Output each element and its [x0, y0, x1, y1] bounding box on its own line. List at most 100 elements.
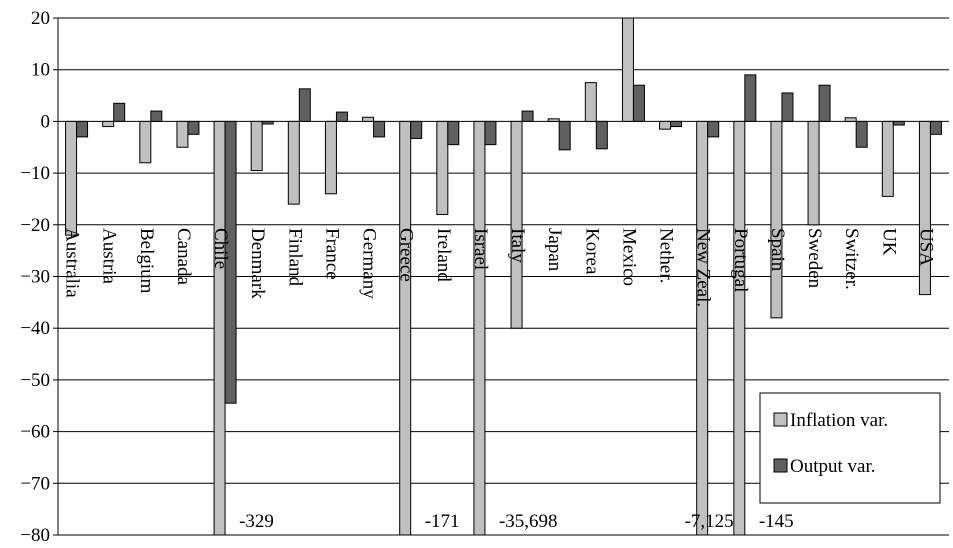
inflation-bar-23 [918, 120, 931, 296]
category-label: Finland [284, 228, 305, 287]
category-label: Mexico [618, 228, 639, 286]
inflation-bar-7 [324, 120, 337, 195]
legend-label-output: Output var. [790, 456, 876, 477]
inflation-bar-1 [102, 120, 115, 128]
inflation-bar-11 [473, 120, 486, 536]
bars [65, 17, 942, 536]
overflow-value-label: -171 [425, 511, 460, 532]
output-bar-23 [929, 120, 942, 135]
inflation-bar-10 [436, 120, 449, 215]
overflow-value-label: -145 [759, 511, 794, 532]
y-tick-label: −80 [20, 525, 50, 543]
legend-swatch-output [773, 458, 788, 473]
inflation-bar-15 [621, 17, 634, 122]
output-bar-18 [744, 74, 757, 122]
output-bar-13 [558, 120, 571, 151]
output-bar-20 [818, 84, 831, 122]
inflation-bar-0 [65, 120, 78, 236]
legend-label-inflation: Inflation var. [790, 410, 888, 431]
category-label: Israel [470, 228, 491, 270]
output-bar-17 [707, 120, 720, 138]
y-tick-label: −50 [20, 370, 50, 391]
y-tick-label: 0 [41, 111, 51, 132]
output-bar-15 [632, 84, 645, 122]
category-label: Belgium [136, 228, 157, 294]
y-tick-label: −10 [20, 163, 50, 184]
output-bar-19 [781, 92, 794, 122]
category-label: Portugal [730, 228, 751, 292]
category-label: New Zeal. [693, 228, 714, 307]
output-bar-21 [855, 120, 868, 148]
output-bar-7 [335, 111, 348, 122]
y-axis: 20 10 0 −10 −20 −30 −40 −50 −60 −70 −80 [20, 8, 59, 546]
output-bar-16 [670, 120, 683, 128]
output-bar-22 [892, 120, 905, 126]
output-bar-5 [261, 120, 274, 125]
category-label: Ireland [433, 228, 454, 282]
inflation-bar-22 [881, 120, 894, 197]
output-bar-3 [187, 120, 200, 135]
output-bar-6 [298, 88, 311, 122]
legend: Inflation var. Output var. [759, 392, 941, 504]
inflation-bar-20 [807, 120, 820, 226]
y-tick-label: 20 [31, 8, 50, 29]
output-bar-12 [521, 110, 534, 122]
category-label: Switzer. [841, 228, 862, 290]
inflation-bar-2 [139, 120, 152, 164]
inflation-bar-13 [547, 118, 560, 122]
y-tick-label: −70 [20, 473, 50, 494]
legend-swatch-inflation [773, 412, 788, 427]
y-tick-label: −40 [20, 318, 50, 339]
output-bar-0 [76, 120, 89, 138]
category-label: Canada [173, 228, 194, 286]
output-bar-11 [484, 120, 497, 146]
category-label: Greece [396, 228, 417, 282]
inflation-bar-4 [213, 120, 226, 536]
y-tick-label: 10 [31, 60, 50, 81]
category-labels: Australia Austria Belgium Canada Chile Denmar… [62, 228, 937, 307]
inflation-bar-5 [250, 120, 263, 172]
output-bar-4 [224, 120, 237, 404]
category-label: Chile [210, 228, 231, 269]
inflation-bar-8 [362, 116, 375, 122]
output-bar-10 [447, 120, 460, 146]
inflation-bar-6 [287, 120, 300, 205]
inflation-bar-3 [176, 120, 189, 148]
overflow-value-labels: -329 -171 -35,698 -7,125 -145 [239, 511, 794, 532]
inflation-bar-18 [733, 120, 746, 536]
inflation-bar-16 [659, 120, 672, 130]
output-bar-14 [595, 120, 608, 150]
category-label: Japan [544, 228, 565, 272]
category-label: Korea [581, 228, 602, 275]
category-label: USA [915, 228, 936, 266]
output-bar-1 [113, 102, 126, 122]
overflow-value-label: -35,698 [499, 511, 558, 532]
inflation-bar-17 [696, 120, 709, 536]
category-label: Nether. [656, 228, 677, 283]
overflow-value-label: -329 [239, 511, 274, 532]
output-bar-2 [150, 110, 163, 122]
inflation-bar-14 [584, 82, 597, 122]
output-bar-8 [373, 120, 386, 138]
inflation-bar-21 [844, 117, 857, 122]
inflation-bar-9 [399, 120, 412, 536]
y-tick-label: −30 [20, 267, 50, 288]
category-label: Denmark [247, 228, 268, 299]
legend-box [759, 392, 941, 504]
inflation-bar-12 [510, 120, 523, 329]
output-bar-9 [410, 120, 423, 139]
category-label: Sweden [804, 228, 825, 289]
y-tick-label: −20 [20, 215, 50, 236]
inflation-bar-19 [770, 120, 783, 319]
overflow-value-label: -7,125 [685, 511, 734, 532]
category-label: Italy [507, 228, 528, 263]
category-label: Austria [99, 228, 120, 285]
category-label: Australia [62, 228, 83, 298]
y-tick-label: −60 [20, 422, 50, 443]
category-label: UK [878, 228, 899, 256]
category-label: Spain [767, 228, 788, 272]
category-label: France [321, 228, 342, 280]
category-label: Germany [359, 228, 380, 299]
